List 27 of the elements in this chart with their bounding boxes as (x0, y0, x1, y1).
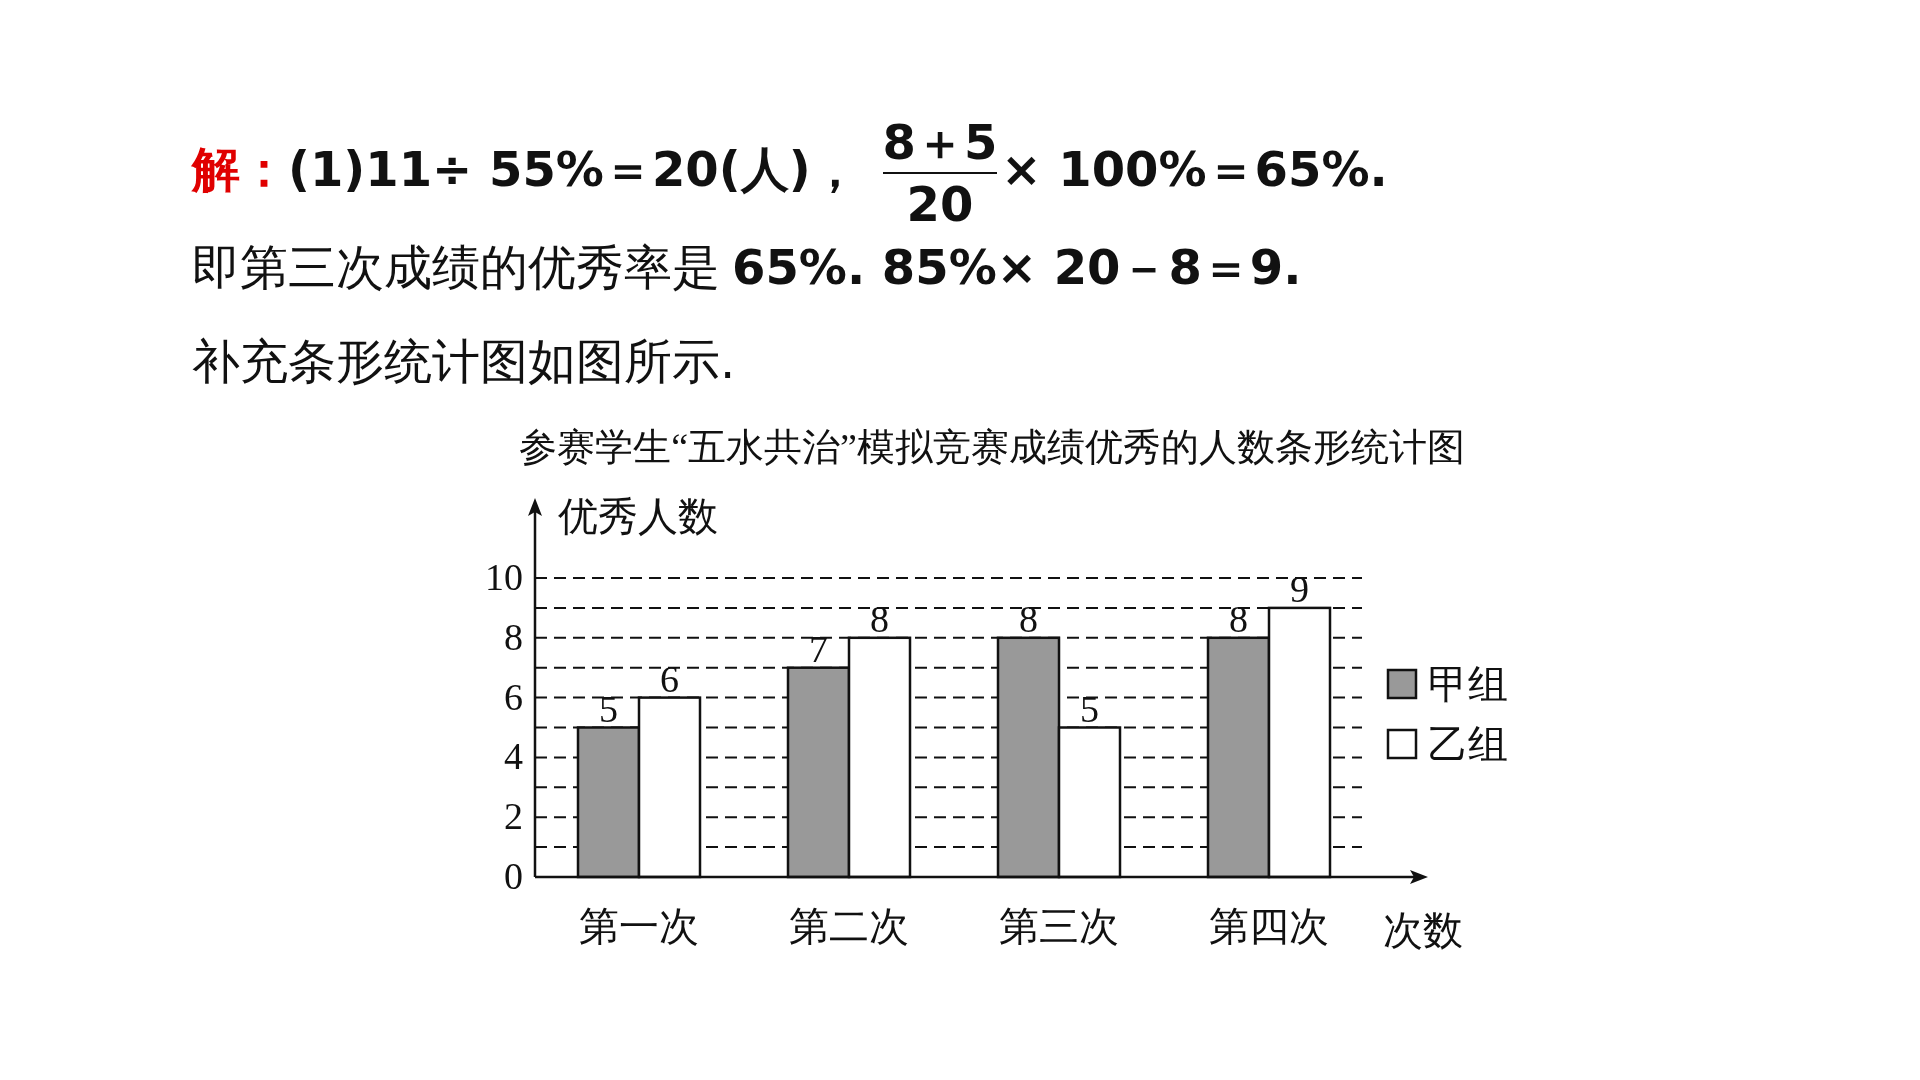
text: 20 (905, 175, 975, 234)
text: 解： (192, 141, 288, 197)
x-tick-label: 第一次 (579, 904, 699, 949)
chart-title: 参赛学生“五水共治”模拟竞赛成绩优秀的人数条形统计图 (519, 426, 1465, 468)
text: × 100%＝65%. (1001, 141, 1388, 197)
y-tick-label: 2 (504, 795, 523, 838)
y-tick-label: 0 (504, 855, 523, 897)
x-tick-label: 第二次 (789, 904, 909, 949)
x-axis-title: 次数 (1383, 908, 1463, 953)
text: (1)11÷ 55%＝20(人)， (288, 141, 859, 197)
y-axis-title: 优秀人数 (558, 494, 718, 539)
x-tick-label: 第三次 (999, 904, 1119, 949)
y-tick-label: 10 (485, 556, 523, 598)
legend-label: 乙组 (1428, 722, 1508, 767)
text: 65%. 85%× 20－8＝9. (732, 239, 1302, 295)
y-tick-label: 4 (504, 735, 523, 778)
data-label: 8 (1229, 597, 1248, 640)
legend-label: 甲组 (1428, 662, 1508, 707)
text: 补充条形统计图如图所示. (192, 333, 736, 389)
data-label: 6 (660, 657, 679, 700)
data-label: 8 (1019, 597, 1038, 640)
data-label: 5 (599, 687, 618, 730)
text: 即第三次成绩的优秀率是 (192, 239, 720, 295)
x-tick-label: 第四次 (1209, 904, 1329, 949)
y-tick-label: 8 (504, 615, 523, 658)
text: 8＋5 (882, 112, 998, 174)
y-tick-label: 6 (504, 675, 523, 718)
